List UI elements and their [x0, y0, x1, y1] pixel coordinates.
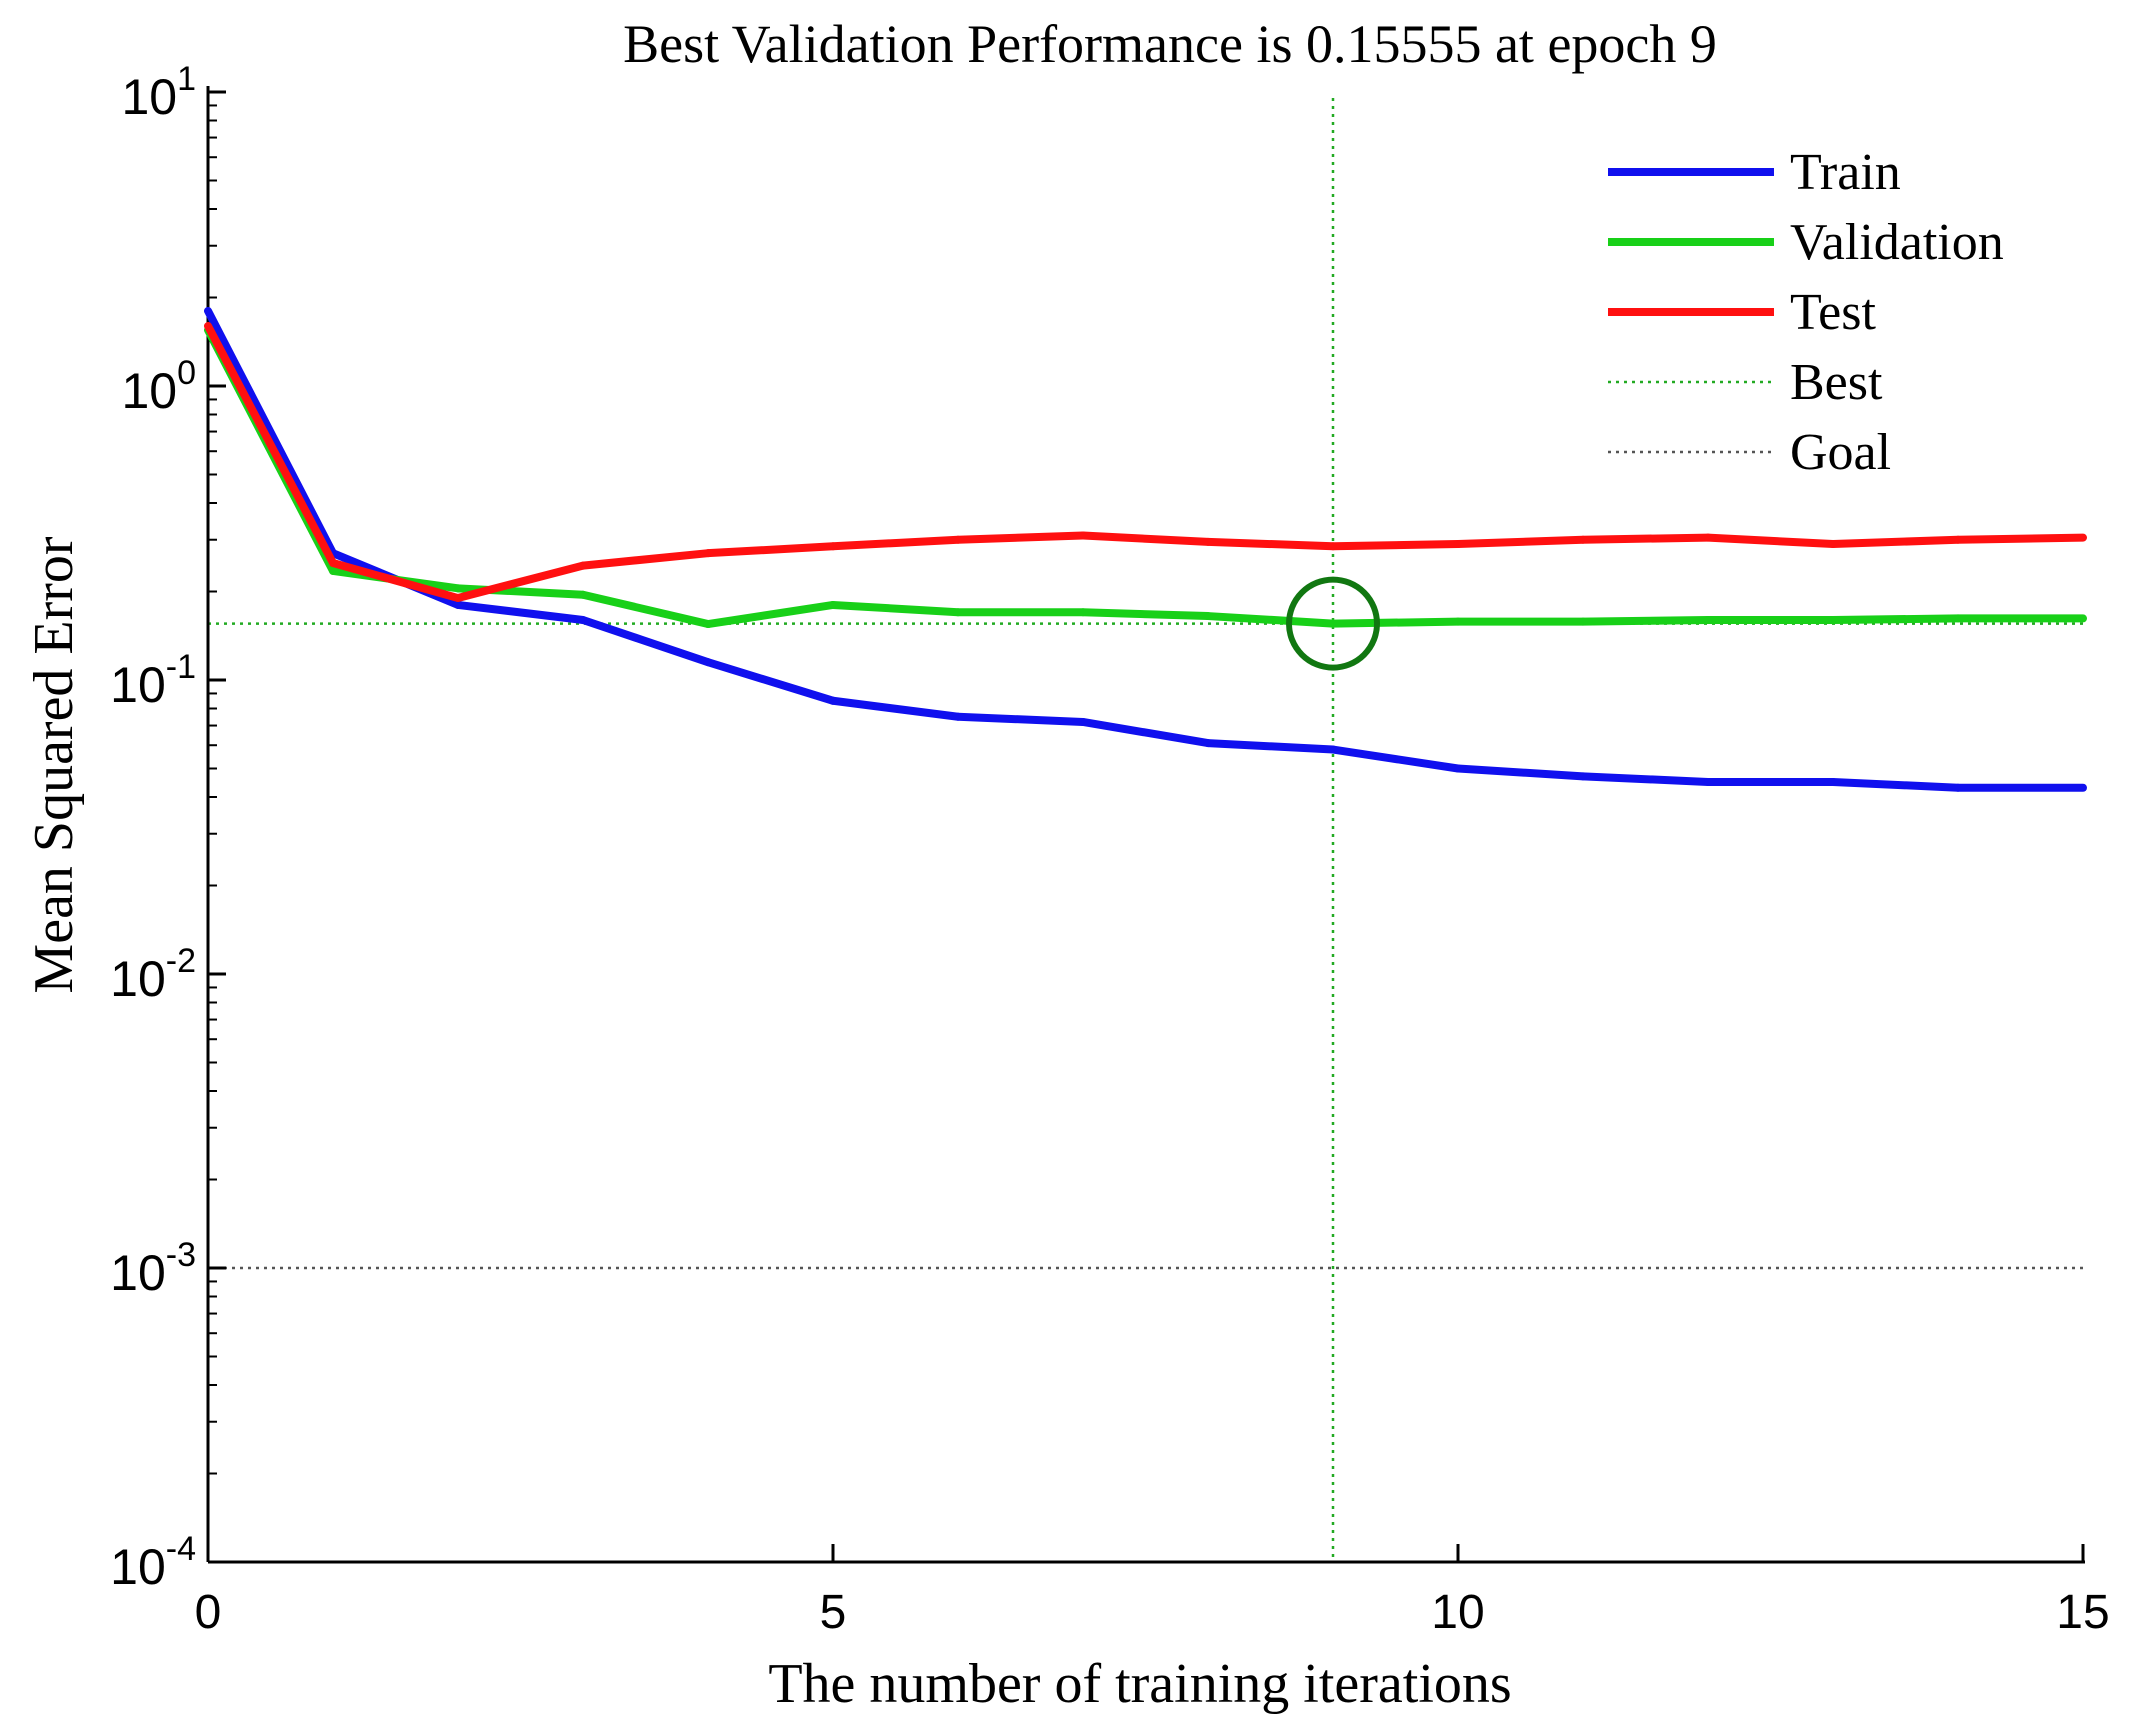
- y-tick-exponent: 1: [177, 60, 196, 98]
- validation-segment: [829, 600, 962, 617]
- y-tick-base: 10: [110, 1539, 166, 1595]
- test-segment: [329, 559, 462, 603]
- y-tick-base: 10: [110, 1245, 166, 1301]
- y-tick-exponent: -1: [166, 648, 196, 686]
- x-tick-label: 15: [2056, 1586, 2109, 1639]
- legend-entry-validation: Validation: [1608, 214, 2004, 271]
- y-tick-exponent: 0: [177, 354, 196, 392]
- y-tick-label: 10-1: [110, 648, 196, 713]
- legend-label: Test: [1790, 284, 1876, 341]
- test-segment: [1454, 535, 1587, 549]
- y-tick-base: 10: [110, 951, 166, 1007]
- marker-layer: [1286, 576, 1380, 671]
- legend-entry-goal: Goal: [1608, 424, 1891, 481]
- series-layer: [204, 306, 2087, 792]
- validation-segment: [579, 590, 712, 629]
- test-segment: [829, 535, 962, 551]
- legend-label: Goal: [1790, 424, 1891, 481]
- test-segment: [579, 549, 712, 570]
- y-axis-label: Mean Squared Error: [23, 536, 85, 994]
- test-segment: [1579, 533, 1712, 544]
- train-segment: [1579, 772, 1712, 786]
- series-line-test: [204, 321, 2087, 603]
- y-tick-base: 10: [110, 657, 166, 713]
- y-tick-label: 10-2: [110, 942, 196, 1007]
- legend-entry-train: Train: [1608, 144, 1901, 201]
- train-segment: [1829, 777, 1962, 792]
- test-segment: [1079, 531, 1212, 546]
- legend-label: Best: [1790, 354, 1883, 411]
- train-segment: [954, 712, 1087, 726]
- y-tick-label: 10-3: [110, 1236, 196, 1301]
- validation-segment: [1829, 614, 1962, 624]
- y-tick-label: 10-4: [110, 1530, 196, 1595]
- legend-entry-best: Best: [1608, 354, 1883, 411]
- chart-title: Best Validation Performance is 0.15555 a…: [623, 14, 1717, 74]
- validation-segment: [1079, 608, 1212, 621]
- train-segment: [1204, 739, 1337, 754]
- y-tick-exponent: -4: [166, 1530, 196, 1568]
- test-segment: [954, 531, 1087, 544]
- train-segment: [204, 306, 337, 558]
- train-segment: [1454, 764, 1587, 781]
- train-segment: [454, 600, 587, 624]
- test-segment: [1704, 533, 1837, 549]
- test-segment: [1829, 535, 1962, 549]
- validation-segment: [704, 600, 837, 629]
- validation-segment: [1579, 615, 1712, 626]
- train-segment: [829, 696, 962, 721]
- test-segment: [1329, 540, 1462, 551]
- y-tick-base: 10: [121, 69, 177, 125]
- test-segment: [1204, 537, 1337, 551]
- y-tick-label: 101: [121, 60, 196, 125]
- best-marker-circle: [1286, 576, 1380, 671]
- test-segment: [204, 321, 337, 568]
- y-tick-exponent: -2: [166, 942, 196, 980]
- x-tick-label: 0: [195, 1586, 222, 1639]
- legend-entry-test: Test: [1608, 284, 1876, 341]
- validation-segment: [1329, 617, 1462, 628]
- y-tick-label: 100: [121, 354, 196, 419]
- legend-label: Validation: [1790, 214, 2004, 271]
- train-segment: [704, 658, 837, 705]
- validation-segment: [1204, 612, 1337, 628]
- x-axis-label: The number of training iterations: [768, 1653, 1511, 1715]
- x-tick-label: 10: [1431, 1586, 1484, 1639]
- test-segment: [1954, 533, 2087, 544]
- train-segment: [1329, 745, 1462, 773]
- legend: Train Validation Test Best Goal: [1608, 144, 2004, 481]
- y-tick-exponent: -3: [166, 1236, 196, 1274]
- legend-label: Train: [1790, 144, 1901, 201]
- train-segment: [579, 615, 712, 667]
- test-segment: [704, 542, 837, 558]
- series-line-train: [204, 306, 2087, 792]
- x-tick-label: 5: [820, 1586, 847, 1639]
- train-segment: [1079, 717, 1212, 748]
- test-segment: [454, 561, 587, 603]
- y-tick-base: 10: [121, 363, 177, 419]
